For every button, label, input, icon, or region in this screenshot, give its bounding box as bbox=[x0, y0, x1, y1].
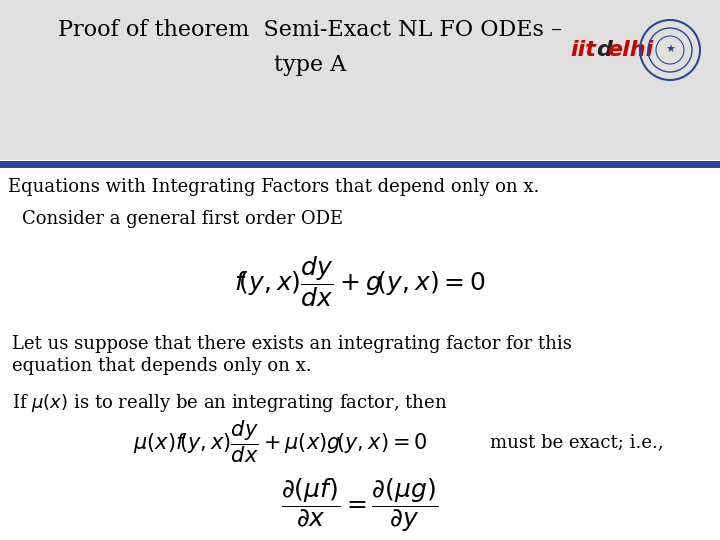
Text: $\dfrac{\partial(\mu f)}{\partial x}=\dfrac{\partial(\mu g)}{\partial y}$: $\dfrac{\partial(\mu f)}{\partial x}=\df… bbox=[282, 476, 438, 534]
Text: ★: ★ bbox=[665, 45, 675, 55]
Text: $f\!\left(y,x\right)\dfrac{dy}{dx}+g\!\left(y,x\right)=0$: $f\!\left(y,x\right)\dfrac{dy}{dx}+g\!\l… bbox=[234, 254, 486, 309]
Text: Consider a general first order ODE: Consider a general first order ODE bbox=[22, 210, 343, 228]
Text: type A: type A bbox=[274, 54, 346, 76]
Text: must be exact; i.e.,: must be exact; i.e., bbox=[490, 433, 664, 451]
Text: Equations with Integrating Factors that depend only on x.: Equations with Integrating Factors that … bbox=[8, 178, 539, 196]
Text: elhi: elhi bbox=[607, 40, 653, 60]
Text: Proof of theorem  Semi-Exact NL FO ODEs –: Proof of theorem Semi-Exact NL FO ODEs – bbox=[58, 19, 562, 41]
Bar bbox=[0, 164, 720, 540]
Text: equation that depends only on x.: equation that depends only on x. bbox=[12, 357, 312, 375]
Text: If $\mu(x)$ is to really be an integrating factor, then: If $\mu(x)$ is to really be an integrati… bbox=[12, 392, 447, 414]
Text: d: d bbox=[596, 40, 612, 60]
Bar bbox=[0, 0, 720, 160]
Text: iit: iit bbox=[570, 40, 596, 60]
Text: Let us suppose that there exists an integrating factor for this: Let us suppose that there exists an inte… bbox=[12, 335, 572, 353]
Text: $\mu(x)f\!\left(y,x\right)\dfrac{dy}{dx}+\mu(x)g\!\left(y,x\right)=0$: $\mu(x)f\!\left(y,x\right)\dfrac{dy}{dx}… bbox=[132, 418, 428, 465]
